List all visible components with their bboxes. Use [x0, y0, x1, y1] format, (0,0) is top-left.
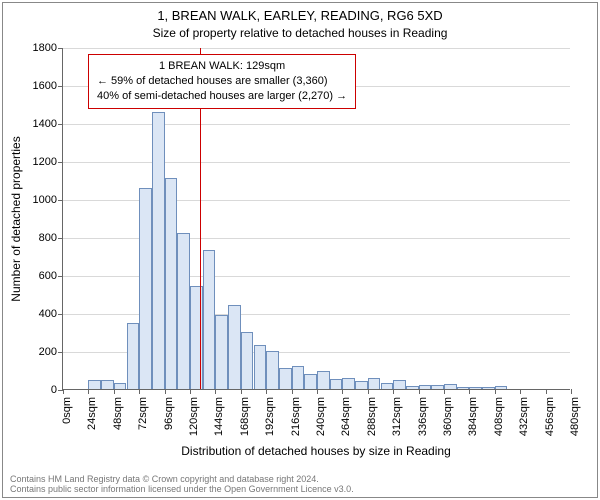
ytick-label: 600 — [39, 270, 63, 282]
xtick-label: 240sqm — [315, 358, 327, 397]
xtick-label: 24sqm — [86, 364, 98, 397]
footer-line1: Contains HM Land Registry data © Crown c… — [10, 474, 590, 484]
xtick-label: 144sqm — [213, 358, 225, 397]
ytick-label: 800 — [39, 232, 63, 244]
gridline — [63, 162, 570, 163]
xtick-label: 264sqm — [340, 358, 352, 397]
xtick-label: 384sqm — [467, 358, 479, 397]
annotation-line1: 1 BREAN WALK: 129sqm — [97, 59, 347, 74]
histogram-bar — [165, 178, 178, 389]
xtick-label: 480sqm — [569, 358, 581, 397]
xtick-label: 96sqm — [163, 364, 175, 397]
gridline — [63, 124, 570, 125]
xtick-label: 312sqm — [391, 358, 403, 397]
x-axis-label: Distribution of detached houses by size … — [62, 444, 570, 458]
annotation-line3: 40% of semi-detached houses are larger (… — [97, 89, 347, 104]
xtick-label: 120sqm — [188, 358, 200, 397]
chart-title: 1, BREAN WALK, EARLEY, READING, RG6 5XD — [0, 8, 600, 23]
ytick-label: 1800 — [33, 42, 63, 54]
ytick-label: 1600 — [33, 80, 63, 92]
annotation-box: 1 BREAN WALK: 129sqm ← 59% of detached h… — [88, 54, 356, 109]
xtick-label: 432sqm — [518, 358, 530, 397]
histogram-bar — [152, 112, 165, 389]
xtick-label: 192sqm — [264, 358, 276, 397]
chart-container: 1, BREAN WALK, EARLEY, READING, RG6 5XD … — [0, 0, 600, 500]
xtick-label: 216sqm — [290, 358, 302, 397]
xtick-label: 0sqm — [61, 370, 73, 397]
chart-subtitle: Size of property relative to detached ho… — [0, 26, 600, 40]
xtick-label: 288sqm — [366, 358, 378, 397]
ytick-label: 1400 — [33, 118, 63, 130]
xtick-label: 168sqm — [239, 358, 251, 397]
xtick-label: 48sqm — [112, 364, 124, 397]
ytick-label: 400 — [39, 308, 63, 320]
footer-line2: Contains public sector information licen… — [10, 484, 590, 494]
xtick-label: 336sqm — [417, 358, 429, 397]
xtick-label: 360sqm — [442, 358, 454, 397]
ytick-label: 1200 — [33, 156, 63, 168]
xtick-label: 408sqm — [493, 358, 505, 397]
ytick-label: 1000 — [33, 194, 63, 206]
footer-text: Contains HM Land Registry data © Crown c… — [10, 474, 590, 494]
histogram-bar — [139, 188, 152, 389]
xtick-label: 456sqm — [544, 358, 556, 397]
ytick-label: 200 — [39, 346, 63, 358]
y-axis-label: Number of detached properties — [9, 136, 23, 301]
xtick-label: 72sqm — [137, 364, 149, 397]
annotation-line2: ← 59% of detached houses are smaller (3,… — [97, 74, 347, 89]
gridline — [63, 48, 570, 49]
